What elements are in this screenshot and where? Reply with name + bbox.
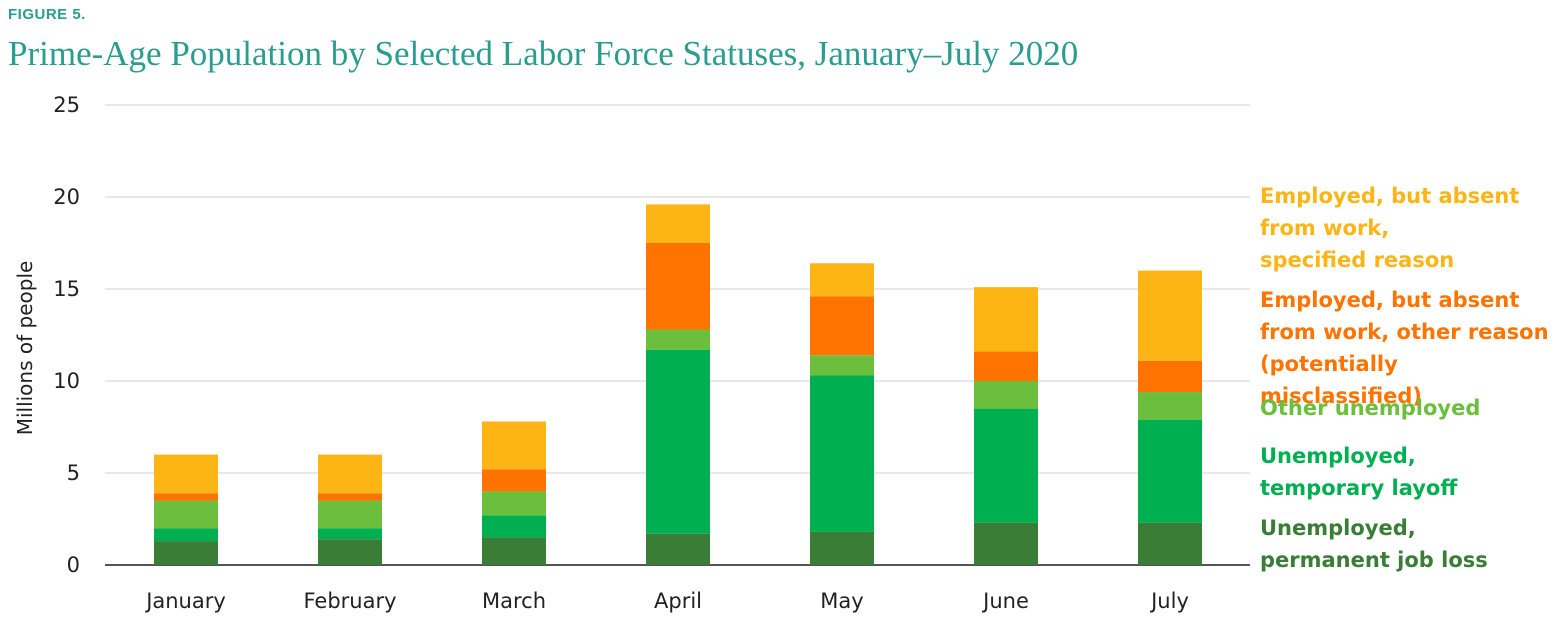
- y-tick-label: 5: [67, 461, 80, 485]
- bar-segment-0: [482, 537, 546, 565]
- bar-segment-4: [154, 454, 218, 494]
- bar-segment-1: [482, 515, 546, 538]
- y-axis-label: Millions of people: [13, 261, 37, 436]
- x-tick-label: February: [303, 589, 396, 613]
- x-tick-label: March: [482, 589, 546, 613]
- chart-title: Prime-Age Population by Selected Labor F…: [8, 34, 1079, 73]
- y-axis-ticks: 0 5 10 15 20 25: [53, 93, 80, 577]
- bar-segment-1: [646, 349, 710, 534]
- bar-segment-4: [318, 454, 382, 494]
- bar-segment-3: [318, 493, 382, 501]
- figure-label: FIGURE 5.: [8, 6, 86, 23]
- x-axis-ticks: January February March April May June July: [144, 589, 1189, 613]
- bar-segment-0: [974, 522, 1038, 565]
- bar-segment-4: [974, 287, 1038, 352]
- bar-segment-3: [646, 243, 710, 330]
- bar-segment-0: [810, 531, 874, 565]
- bar-segment-0: [154, 541, 218, 565]
- bar-segment-0: [646, 533, 710, 565]
- legend-item: Unemployed, temporary layoff: [1260, 444, 1458, 500]
- y-tick-label: 25: [53, 93, 80, 117]
- x-tick-label: January: [144, 589, 226, 613]
- x-tick-label: April: [654, 589, 702, 613]
- y-tick-label: 20: [53, 185, 80, 209]
- bar-segment-4: [1138, 270, 1202, 361]
- bar-segment-2: [1138, 392, 1202, 420]
- bar-segment-2: [318, 500, 382, 529]
- y-tick-label: 0: [67, 553, 80, 577]
- legend-item: Unemployed, permanent job loss: [1260, 516, 1488, 572]
- bar-segment-3: [974, 351, 1038, 381]
- bar-segment-1: [810, 375, 874, 532]
- bar-segment-4: [810, 263, 874, 297]
- bar-segment-0: [318, 539, 382, 565]
- legend-item: Other unemployed: [1260, 396, 1481, 420]
- bar-segment-2: [646, 329, 710, 350]
- x-tick-label: June: [981, 589, 1029, 613]
- bar-segment-2: [482, 491, 546, 516]
- bar-segment-1: [1138, 419, 1202, 523]
- bar-segment-4: [482, 421, 546, 470]
- bar-segment-3: [810, 296, 874, 356]
- bar-segment-0: [1138, 522, 1202, 565]
- legend-item: Employed, but absent from work, specifie…: [1260, 184, 1520, 272]
- bar-segment-2: [810, 355, 874, 376]
- bar-segment-1: [154, 528, 218, 542]
- bar-segment-2: [974, 381, 1038, 409]
- bar-segment-4: [646, 204, 710, 243]
- x-tick-label: July: [1149, 589, 1189, 613]
- y-tick-label: 15: [53, 277, 80, 301]
- legend-item: Employed, but absent from work, other re…: [1260, 288, 1549, 408]
- bars: [154, 204, 1202, 565]
- y-tick-label: 10: [53, 369, 80, 393]
- bar-segment-3: [1138, 360, 1202, 393]
- x-tick-label: May: [820, 589, 863, 613]
- bar-segment-3: [482, 469, 546, 492]
- bar-segment-3: [154, 493, 218, 501]
- bar-segment-2: [154, 500, 218, 529]
- bar-segment-1: [318, 528, 382, 540]
- bar-segment-1: [974, 408, 1038, 523]
